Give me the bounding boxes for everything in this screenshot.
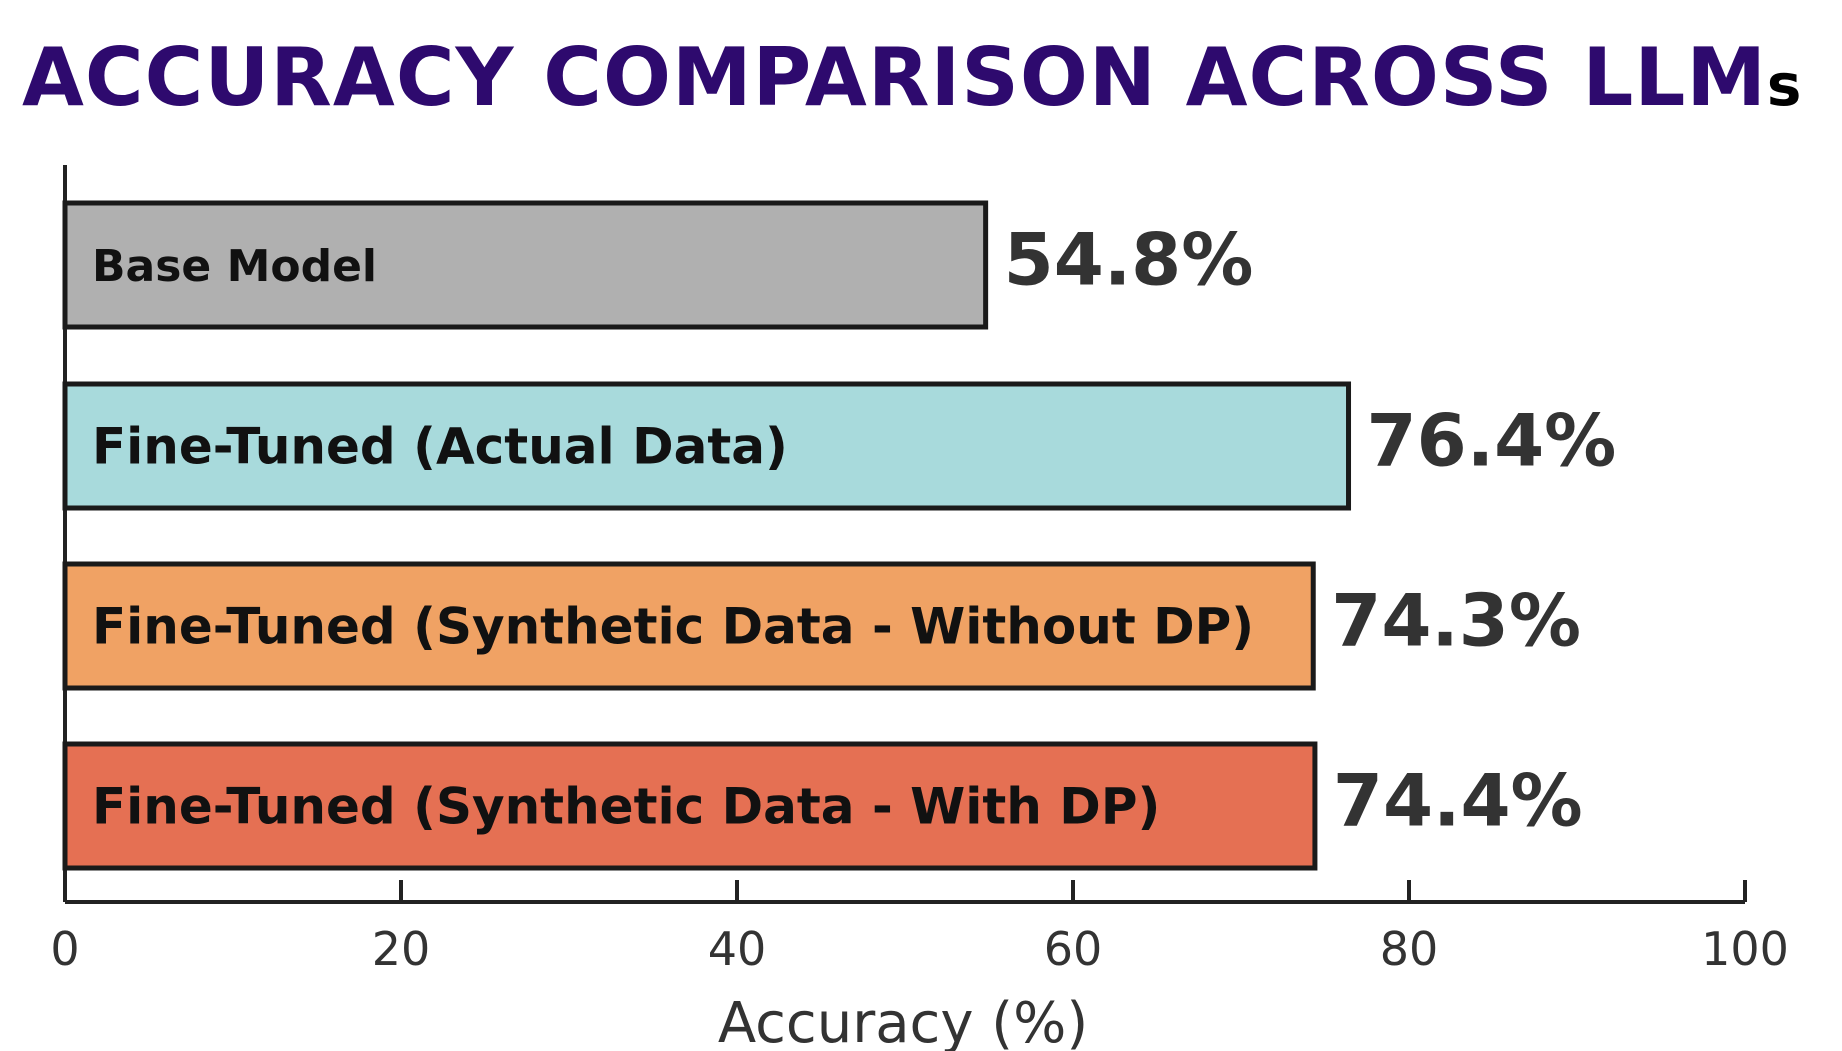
x-axis-label: Accuracy (%) <box>718 991 1088 1051</box>
bar-4 <box>62 741 1318 871</box>
x-tick-label: 80 <box>1380 922 1439 976</box>
x-tick-label: 20 <box>372 922 431 976</box>
bar-1 <box>62 200 989 330</box>
x-tick-label: 0 <box>50 922 79 976</box>
chart-title-suffix: s <box>1766 51 1803 119</box>
bar-value-label: 76.4% <box>1367 399 1617 483</box>
bar-3 <box>62 561 1316 691</box>
bar-value-label: 74.3% <box>1331 579 1581 663</box>
bar-value-label: 54.8% <box>1004 218 1254 302</box>
chart-title: ACCURACY COMPARISON ACROSS LLMs <box>22 28 1802 135</box>
bar-2 <box>62 381 1352 511</box>
bar-category-label: Fine-Tuned (Actual Data) <box>92 418 788 476</box>
bar-category-label: Fine-Tuned (Synthetic Data - With DP) <box>92 778 1160 836</box>
x-tick-label: 40 <box>708 922 767 976</box>
x-tick-label: 60 <box>1044 922 1103 976</box>
bar-category-label: Fine-Tuned (Synthetic Data - Without DP) <box>92 598 1254 656</box>
bar-value-label: 74.4% <box>1333 759 1583 843</box>
bar-category-label: Base Model <box>92 241 377 292</box>
x-tick-label: 100 <box>1701 922 1789 976</box>
chart-title-main: ACCURACY COMPARISON ACROSS LLM <box>22 31 1767 124</box>
